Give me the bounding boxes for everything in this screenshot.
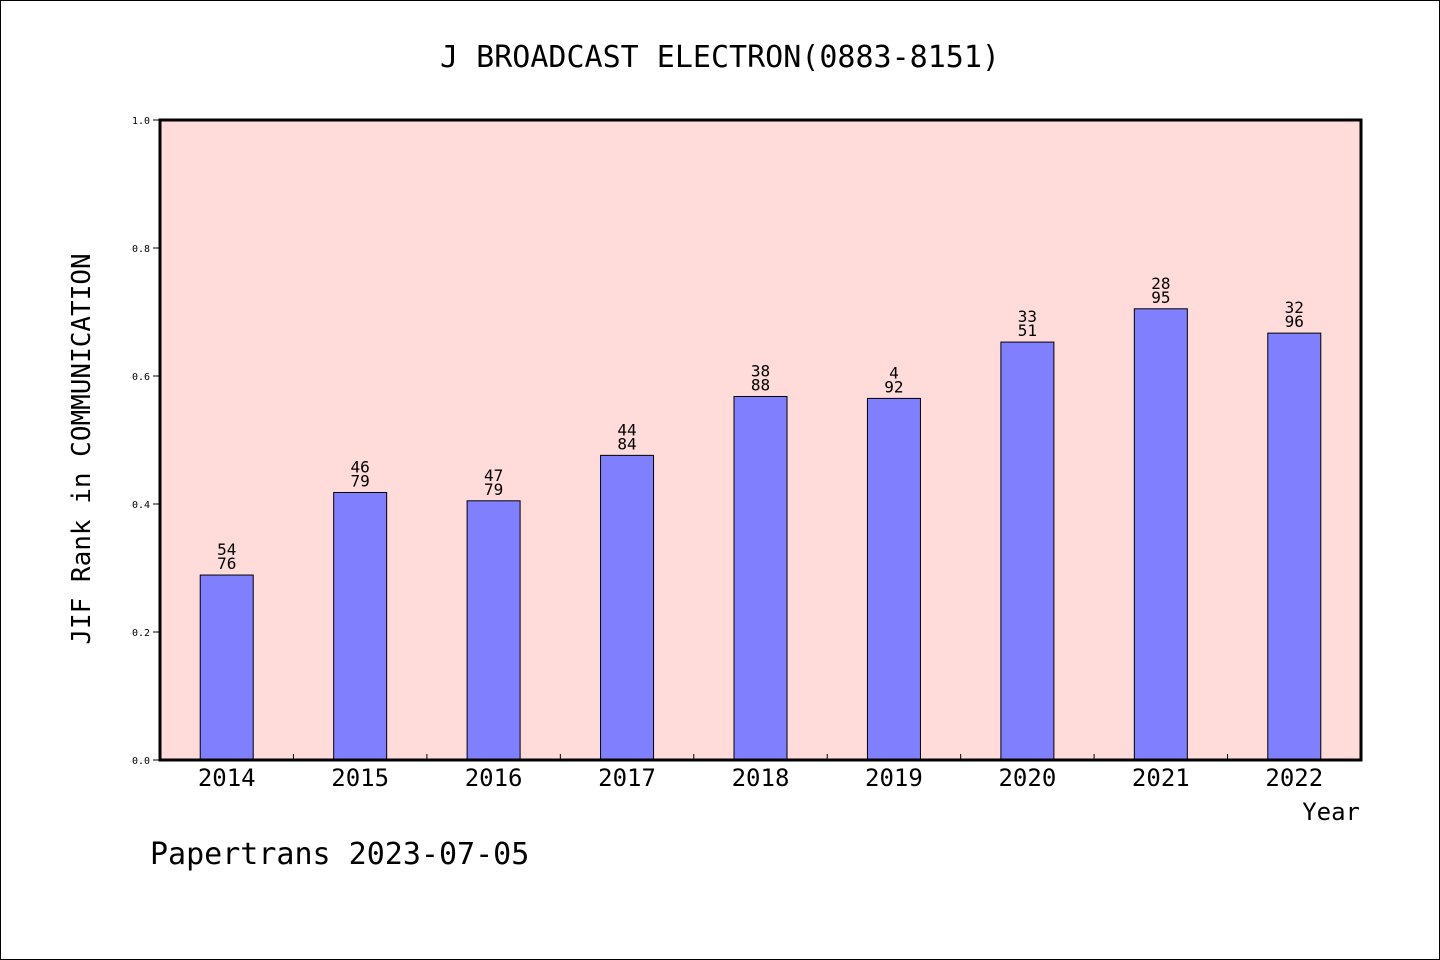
y-tick-label-3: 0.6	[132, 372, 150, 383]
x-tick-label-2014: 2014	[198, 764, 256, 792]
bar-2014	[199, 574, 254, 761]
x-tick-label-2017: 2017	[598, 764, 656, 792]
rank-label-top-2019: 4	[889, 363, 899, 382]
y-axis-label: JIF Rank in COMMUNICATION	[67, 253, 97, 644]
rank-label-bottom-2015: 79	[351, 471, 370, 490]
rank-label-bottom-2017: 84	[617, 434, 636, 453]
x-tick-label-2019: 2019	[865, 764, 923, 792]
rank-label-bottom-2019: 92	[884, 377, 903, 396]
footer-text: Papertrans 2023-07-05	[150, 837, 529, 872]
bar-2017	[600, 454, 655, 761]
rank-label-top-2018: 38	[751, 361, 770, 380]
x-tick-label-2022: 2022	[1265, 764, 1323, 792]
bar-2019	[866, 397, 921, 761]
x-tick-label-2015: 2015	[331, 764, 389, 792]
x-tick-label-2018: 2018	[732, 764, 790, 792]
rank-label-top-2020: 33	[1018, 307, 1037, 326]
bar-2020	[1000, 341, 1055, 761]
bar-2022	[1267, 332, 1322, 761]
rank-label-bottom-2021: 95	[1151, 288, 1170, 307]
bar-2015	[333, 491, 388, 761]
plot-border	[158, 118, 1363, 762]
rank-label-bottom-2022: 96	[1285, 312, 1304, 331]
rank-label-bottom-2016: 79	[484, 480, 503, 499]
bar-2018	[733, 395, 788, 761]
rank-label-bottom-2014: 76	[217, 554, 236, 573]
rank-label-top-2015: 46	[351, 457, 370, 476]
bar-2021	[1133, 308, 1188, 761]
rank-label-top-2021: 28	[1151, 274, 1170, 293]
y-tick-label-4: 0.8	[132, 244, 150, 255]
y-tick-label-2: 0.4	[132, 500, 150, 511]
y-tick-label-5: 1.0	[132, 116, 150, 127]
rank-label-top-2016: 47	[484, 466, 503, 485]
rank-label-top-2022: 32	[1285, 298, 1304, 317]
chart-title: J BROADCAST ELECTRON(0883-8151)	[440, 40, 1000, 75]
x-tick-label-2021: 2021	[1132, 764, 1190, 792]
plot-area: 0.00.20.40.60.81.05476201446792015477920…	[132, 116, 1363, 792]
y-tick-label-0: 0.0	[132, 756, 150, 767]
rank-label-bottom-2020: 51	[1018, 321, 1037, 340]
rank-label-top-2017: 44	[617, 420, 636, 439]
rank-label-top-2014: 54	[217, 540, 236, 559]
rank-label-bottom-2018: 88	[751, 375, 770, 394]
x-axis-label: Year	[1302, 798, 1360, 826]
x-tick-label-2016: 2016	[465, 764, 523, 792]
x-tick-label-2020: 2020	[998, 764, 1056, 792]
y-tick-label-1: 0.2	[132, 628, 150, 639]
bar-2016	[466, 500, 521, 761]
